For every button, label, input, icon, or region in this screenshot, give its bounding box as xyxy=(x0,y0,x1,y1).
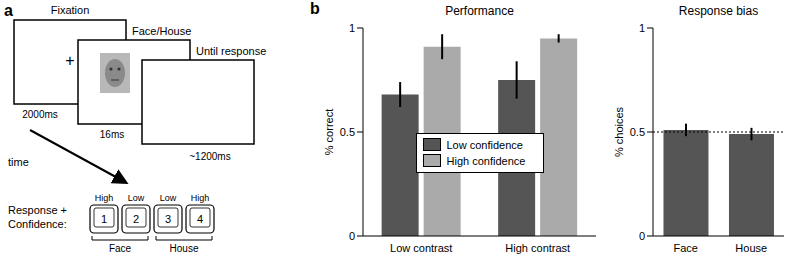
svg-text:Confidence:: Confidence: xyxy=(8,218,67,230)
svg-text:Fixation: Fixation xyxy=(51,4,90,16)
svg-text:0: 0 xyxy=(349,230,355,242)
svg-text:2: 2 xyxy=(133,213,139,225)
svg-text:+: + xyxy=(65,52,74,69)
svg-text:Low: Low xyxy=(128,193,145,203)
svg-text:House: House xyxy=(170,243,199,254)
svg-text:a: a xyxy=(4,2,13,19)
svg-text:0.5: 0.5 xyxy=(630,126,645,138)
svg-text:4: 4 xyxy=(197,213,203,225)
svg-text:Face/House: Face/House xyxy=(132,25,191,37)
svg-text:High contrast: High contrast xyxy=(505,242,570,254)
svg-text:time: time xyxy=(8,156,29,168)
svg-text:1: 1 xyxy=(349,22,355,34)
svg-text:1: 1 xyxy=(101,213,107,225)
svg-text:16ms: 16ms xyxy=(100,129,124,140)
html-text:Performance: Performance xyxy=(445,4,514,18)
html-text:High confidence: High confidence xyxy=(446,154,526,167)
html-text:Response bias: Response bias xyxy=(678,4,759,18)
svg-text:2000ms: 2000ms xyxy=(22,109,58,120)
svg-text:House: House xyxy=(735,242,767,254)
svg-text:Face: Face xyxy=(674,242,698,254)
svg-text:Response +: Response + xyxy=(8,204,67,216)
svg-text:0.5: 0.5 xyxy=(340,126,355,138)
svg-text:Face: Face xyxy=(109,243,132,254)
svg-text:0: 0 xyxy=(639,230,645,242)
svg-text:% choices: % choices xyxy=(613,106,625,157)
html-text:Low confidence: Low confidence xyxy=(446,138,523,151)
svg-text:Low contrast: Low contrast xyxy=(390,242,452,254)
svg-text:Low: Low xyxy=(160,193,177,203)
svg-text:% correct: % correct xyxy=(323,109,335,155)
svg-text:3: 3 xyxy=(165,213,171,225)
html-text:b: b xyxy=(310,0,320,17)
svg-text:~1200ms: ~1200ms xyxy=(189,151,230,162)
svg-text:Until response: Until response xyxy=(196,45,266,57)
svg-text:High: High xyxy=(191,193,210,203)
svg-text:High: High xyxy=(95,193,114,203)
svg-text:1: 1 xyxy=(639,22,645,34)
